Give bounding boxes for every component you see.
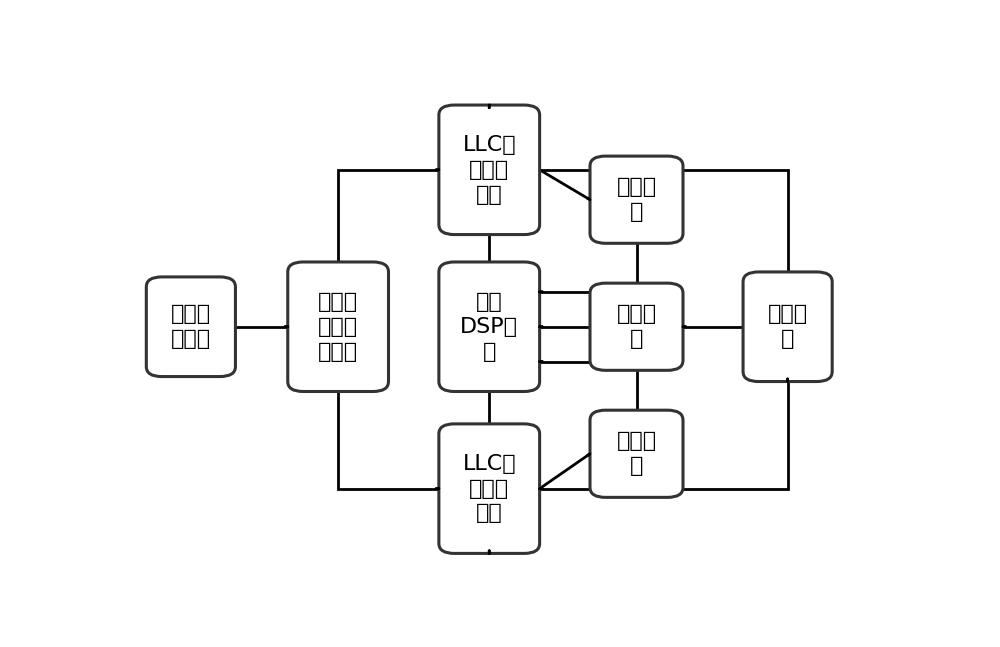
- Text: 电压采
样: 电压采 样: [616, 177, 657, 222]
- Text: LLC三
相交错
电路: LLC三 相交错 电路: [462, 135, 516, 204]
- FancyBboxPatch shape: [439, 262, 540, 391]
- FancyBboxPatch shape: [590, 410, 683, 498]
- FancyBboxPatch shape: [146, 277, 235, 377]
- FancyBboxPatch shape: [590, 156, 683, 243]
- Text: LLC三
相交错
电路: LLC三 相交错 电路: [462, 454, 516, 523]
- Text: 电流采
样: 电流采 样: [616, 304, 657, 349]
- FancyBboxPatch shape: [743, 272, 832, 382]
- Text: 三相交
流输入: 三相交 流输入: [171, 304, 211, 349]
- Text: 前级维
也纳整
流电路: 前级维 也纳整 流电路: [318, 292, 358, 362]
- FancyBboxPatch shape: [439, 424, 540, 553]
- FancyBboxPatch shape: [439, 105, 540, 235]
- Text: 电压采
样: 电压采 样: [616, 432, 657, 476]
- Text: 输出负
载: 输出负 载: [768, 304, 808, 349]
- FancyBboxPatch shape: [288, 262, 388, 391]
- FancyBboxPatch shape: [590, 283, 683, 370]
- Text: 后级
DSP控
制: 后级 DSP控 制: [460, 292, 518, 362]
